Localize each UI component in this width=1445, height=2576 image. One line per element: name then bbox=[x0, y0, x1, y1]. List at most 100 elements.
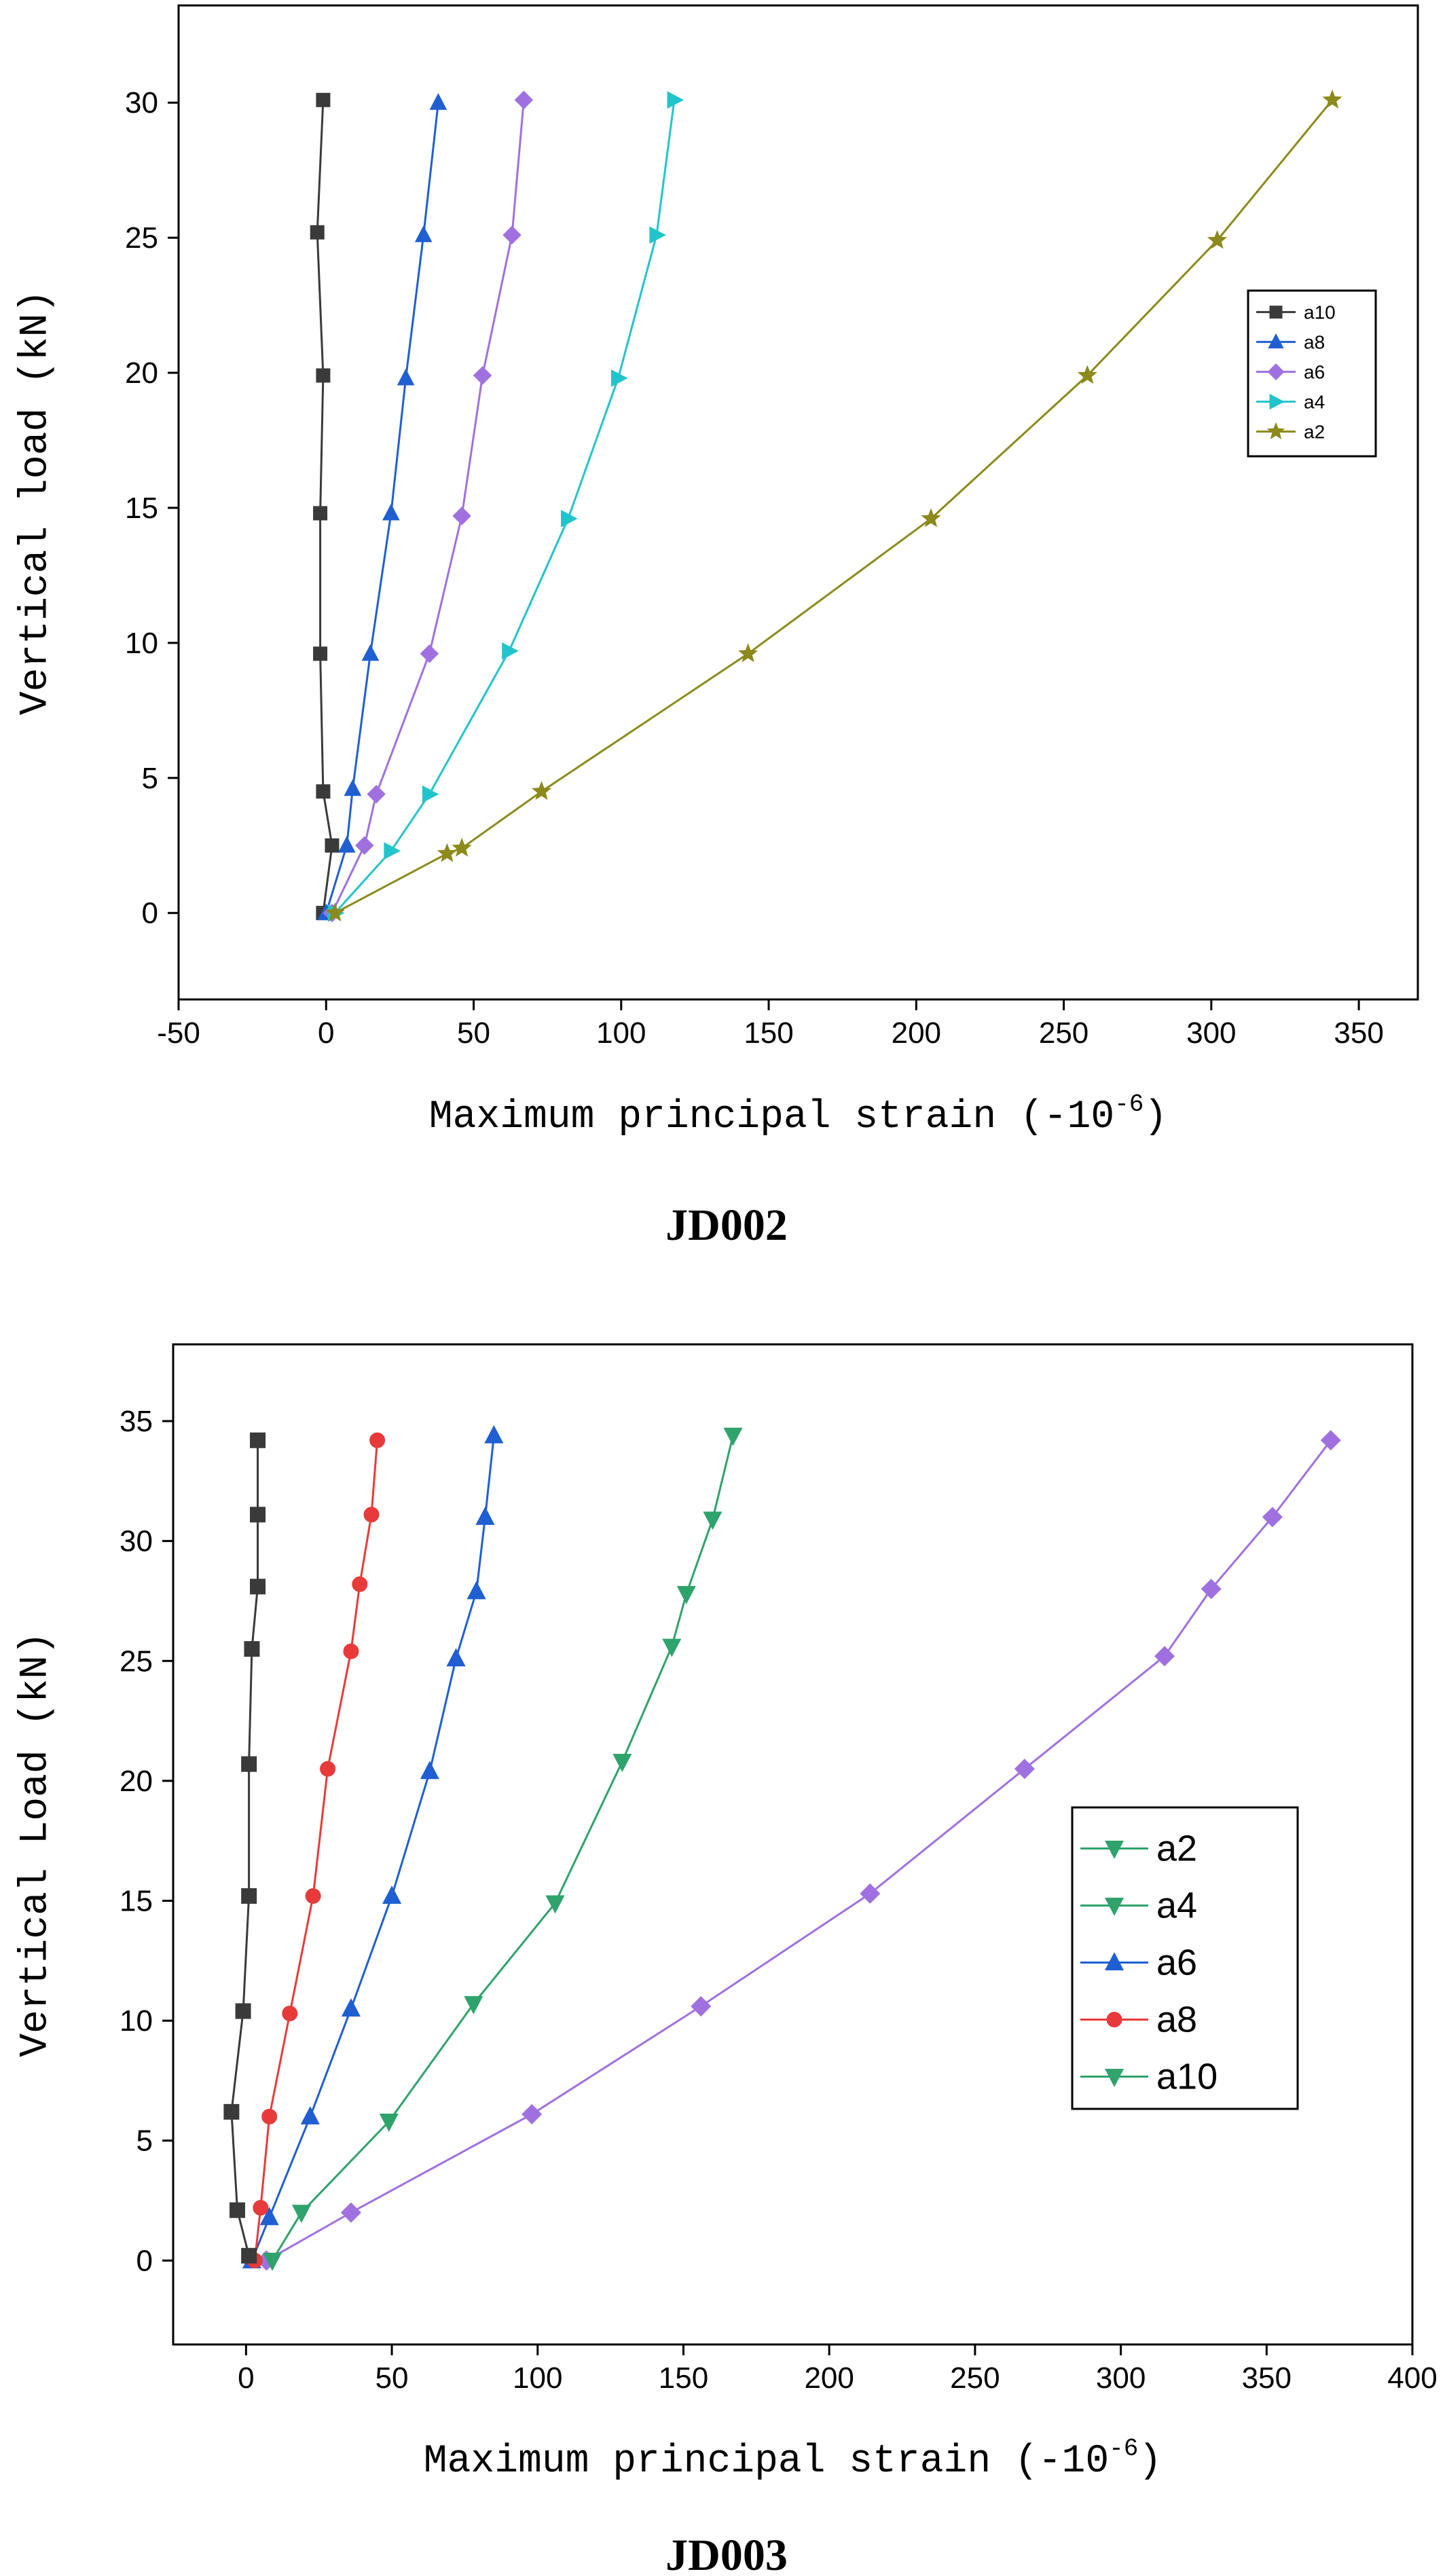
data-point-a6 bbox=[484, 1424, 504, 1443]
data-point-a8 bbox=[414, 225, 433, 242]
series-a2 bbox=[325, 89, 1342, 922]
chart-jd003: 0 50 100 150 200 250 300 350 400 0 5 10 15 20 25 30 35 Ma… bbox=[14, 1343, 1438, 2576]
legend-box bbox=[1071, 1806, 1299, 2110]
x-tick-label: 350 bbox=[1334, 1016, 1383, 1050]
legend-marker-a6 bbox=[1267, 363, 1285, 381]
data-point-a6 bbox=[341, 1998, 361, 2017]
series-a6 bbox=[242, 1424, 504, 2268]
data-point-a6 bbox=[300, 2106, 320, 2124]
legend-marker-a4 bbox=[1269, 394, 1285, 410]
data-point-a2 bbox=[1320, 1430, 1341, 1451]
x-tick-label: 200 bbox=[804, 2361, 854, 2395]
data-point-a10 bbox=[244, 1641, 260, 1657]
x-tick-label: 400 bbox=[1387, 2361, 1437, 2395]
data-point-a4 bbox=[291, 2205, 311, 2224]
data-point-a8 bbox=[344, 779, 362, 796]
data-point-a10 bbox=[223, 2103, 240, 2120]
x-tick-label: -50 bbox=[157, 1016, 200, 1050]
x-tick-label: 0 bbox=[318, 1016, 334, 1050]
series-line-a8 bbox=[253, 1440, 379, 2261]
legend-marker-a6 bbox=[1104, 1952, 1124, 1970]
y-tick-label: 25 bbox=[120, 1644, 153, 1678]
series-line-a4 bbox=[271, 1435, 734, 2262]
data-point-a10 bbox=[241, 1756, 257, 1772]
series-line-a2 bbox=[334, 99, 1334, 915]
legend-label: a10 bbox=[1156, 2056, 1218, 2097]
x-tick-label: 200 bbox=[892, 1016, 941, 1050]
data-point-a6 bbox=[355, 836, 374, 855]
y-axis-label: Vertical Load (kN) bbox=[14, 1632, 58, 2057]
series-line-a10 bbox=[230, 1440, 259, 2256]
legend-label: a4 bbox=[1156, 1885, 1197, 1926]
data-point-a2 bbox=[860, 1883, 881, 1904]
data-point-a2 bbox=[691, 1995, 712, 2017]
x-tick-label: 350 bbox=[1242, 2361, 1292, 2395]
legend-marker-a2 bbox=[1104, 1840, 1124, 1859]
y-tick-label: 0 bbox=[136, 2244, 153, 2277]
data-point-a8 bbox=[382, 503, 400, 521]
data-point-a8 bbox=[352, 1576, 368, 1592]
legend-marker-a10 bbox=[1104, 2068, 1124, 2087]
data-point-a2 bbox=[1322, 89, 1342, 109]
x-axis-label: Maximum principal strain (-10-6) bbox=[429, 1090, 1167, 1139]
data-point-a2 bbox=[1154, 1646, 1175, 1667]
y-tick-label: 10 bbox=[125, 627, 158, 660]
data-point-a10 bbox=[313, 506, 328, 521]
data-point-a2 bbox=[531, 781, 552, 801]
data-point-a8 bbox=[282, 2006, 298, 2022]
x-axis-label: Maximum principal strain (-10-6) bbox=[424, 2435, 1162, 2484]
data-point-a4 bbox=[379, 2113, 399, 2132]
data-point-a6 bbox=[446, 1648, 466, 1667]
data-point-a10 bbox=[250, 1432, 266, 1448]
y-tick-label: 15 bbox=[120, 1885, 153, 1918]
legend: a2 a4 a6 a8 a10 bbox=[1071, 1806, 1299, 2110]
data-point-a6 bbox=[475, 1506, 495, 1525]
plot-frame bbox=[172, 1343, 1414, 2346]
data-point-a10 bbox=[316, 784, 331, 799]
data-point-a10 bbox=[250, 1507, 266, 1523]
x-tick-label: 50 bbox=[376, 2361, 409, 2395]
y-tick-label: 5 bbox=[136, 2124, 153, 2158]
data-point-a2 bbox=[325, 902, 345, 922]
series-line-a2 bbox=[266, 1439, 1332, 2262]
series-a4 bbox=[262, 1427, 743, 2271]
y-axis-label: Vertical load (kN) bbox=[14, 290, 58, 716]
x-tick-label: 250 bbox=[950, 2361, 1000, 2395]
legend-marker-a4 bbox=[1104, 1897, 1124, 1916]
data-point-a8 bbox=[253, 2200, 269, 2216]
data-point-a4 bbox=[612, 1754, 632, 1773]
series-a10 bbox=[223, 1432, 266, 2264]
legend-marker-a2 bbox=[1266, 422, 1285, 440]
data-point-a4 bbox=[703, 1511, 722, 1530]
data-point-a10 bbox=[241, 2247, 257, 2264]
data-point-a2 bbox=[1201, 1579, 1222, 1600]
data-point-a4 bbox=[667, 91, 684, 109]
data-point-a8 bbox=[363, 1507, 380, 1523]
data-point-a6 bbox=[367, 784, 386, 804]
data-point-a6 bbox=[514, 90, 534, 109]
y-tick-label: 35 bbox=[120, 1405, 153, 1438]
y-tick-label: 0 bbox=[142, 897, 158, 930]
x-tick-label: 50 bbox=[457, 1016, 490, 1050]
data-point-a4 bbox=[676, 1585, 696, 1604]
data-point-a2 bbox=[1077, 365, 1097, 384]
legend-marker-a8 bbox=[1106, 2011, 1122, 2027]
data-point-a8 bbox=[320, 1761, 336, 1777]
data-point-a8 bbox=[369, 1432, 386, 1448]
series-line-a6 bbox=[331, 100, 525, 914]
y-tick-label: 20 bbox=[120, 1765, 153, 1798]
x-tick-label: 0 bbox=[238, 2361, 254, 2395]
series-a10 bbox=[310, 92, 340, 921]
data-point-a4 bbox=[545, 1895, 565, 1914]
data-point-a6 bbox=[473, 366, 492, 385]
data-point-a10 bbox=[241, 1888, 257, 1904]
data-point-a6 bbox=[420, 644, 439, 663]
x-tick-label: 300 bbox=[1096, 2361, 1146, 2395]
y-tick-label: 30 bbox=[125, 86, 158, 119]
series-a4 bbox=[327, 91, 684, 922]
data-point-a6 bbox=[452, 507, 471, 526]
x-tick-label: 150 bbox=[744, 1016, 793, 1050]
legend-label: a6 bbox=[1156, 1942, 1197, 1983]
legend: a10 a8 a6 a4 a2 bbox=[1247, 289, 1377, 458]
y-tick-label: 5 bbox=[142, 762, 158, 795]
